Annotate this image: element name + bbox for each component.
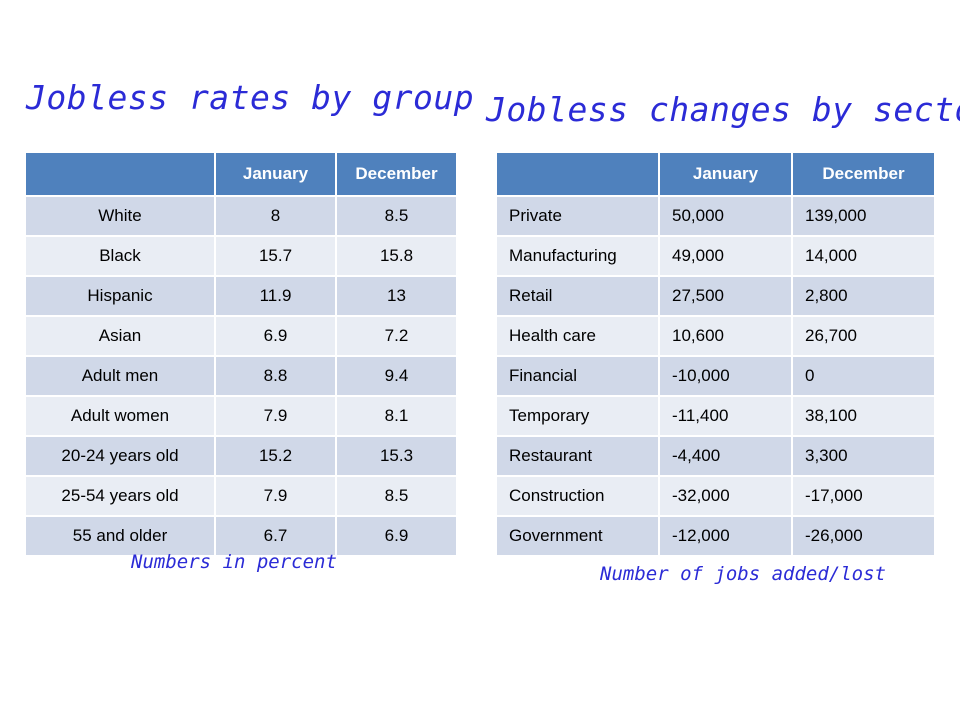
table-header-row: January December — [24, 151, 458, 197]
january-cell: 7.9 — [214, 395, 337, 437]
january-cell: 27,500 — [658, 275, 793, 317]
group-cell: 55 and older — [24, 515, 216, 557]
group-cell: Adult men — [24, 355, 216, 397]
sector-cell: Government — [495, 515, 660, 557]
january-cell: -4,400 — [658, 435, 793, 477]
sector-cell: Retail — [495, 275, 660, 317]
december-cell: 2,800 — [791, 275, 936, 317]
header-cell — [495, 151, 660, 197]
group-cell: White — [24, 195, 216, 237]
table-row: 20-24 years old 15.2 15.3 — [24, 435, 458, 477]
jobless-rates-table: January December White 8 8.5 Black 15.7 15.8… — [24, 151, 458, 557]
table-row: Adult men 8.8 9.4 — [24, 355, 458, 397]
december-cell: 14,000 — [791, 235, 936, 277]
december-cell: 26,700 — [791, 315, 936, 357]
table-row: Restaurant -4,400 3,300 — [495, 435, 936, 477]
december-cell: 139,000 — [791, 195, 936, 237]
january-cell: 6.9 — [214, 315, 337, 357]
group-cell: 25-54 years old — [24, 475, 216, 517]
header-cell: January — [658, 151, 793, 197]
jobless-rates-title: Jobless rates by group — [26, 78, 475, 117]
rates-caption: Numbers in percent — [131, 551, 337, 573]
january-cell: -32,000 — [658, 475, 793, 517]
january-cell: 10,600 — [658, 315, 793, 357]
january-cell: 7.9 — [214, 475, 337, 517]
table-row: Asian 6.9 7.2 — [24, 315, 458, 357]
december-cell: 7.2 — [335, 315, 458, 357]
sector-cell: Health care — [495, 315, 660, 357]
december-cell: 8.5 — [335, 195, 458, 237]
group-cell: Black — [24, 235, 216, 277]
table-row: Hispanic 11.9 13 — [24, 275, 458, 317]
december-cell: 15.3 — [335, 435, 458, 477]
january-cell: 8.8 — [214, 355, 337, 397]
table-row: Financial -10,000 0 — [495, 355, 936, 397]
sector-cell: Restaurant — [495, 435, 660, 477]
table-row: Private 50,000 139,000 — [495, 195, 936, 237]
table-row: Black 15.7 15.8 — [24, 235, 458, 277]
december-cell: 8.1 — [335, 395, 458, 437]
january-cell: 6.7 — [214, 515, 337, 557]
table-row: Government -12,000 -26,000 — [495, 515, 936, 557]
table-row: Adult women 7.9 8.1 — [24, 395, 458, 437]
december-cell: 13 — [335, 275, 458, 317]
december-cell: 9.4 — [335, 355, 458, 397]
table-header-row: January December — [495, 151, 936, 197]
header-cell — [24, 151, 216, 197]
december-cell: 3,300 — [791, 435, 936, 477]
january-cell: 50,000 — [658, 195, 793, 237]
table-row: Construction -32,000 -17,000 — [495, 475, 936, 517]
sector-cell: Financial — [495, 355, 660, 397]
january-cell: 15.7 — [214, 235, 337, 277]
january-cell: -12,000 — [658, 515, 793, 557]
table-row: Temporary -11,400 38,100 — [495, 395, 936, 437]
table-row: Manufacturing 49,000 14,000 — [495, 235, 936, 277]
jobless-changes-title: Jobless changes by sector — [486, 90, 960, 129]
december-cell: 15.8 — [335, 235, 458, 277]
january-cell: -11,400 — [658, 395, 793, 437]
december-cell: 0 — [791, 355, 936, 397]
january-cell: 11.9 — [214, 275, 337, 317]
january-cell: -10,000 — [658, 355, 793, 397]
table-row: Retail 27,500 2,800 — [495, 275, 936, 317]
table-row: Health care 10,600 26,700 — [495, 315, 936, 357]
sector-cell: Temporary — [495, 395, 660, 437]
january-cell: 49,000 — [658, 235, 793, 277]
january-cell: 15.2 — [214, 435, 337, 477]
sector-cell: Private — [495, 195, 660, 237]
december-cell: 6.9 — [335, 515, 458, 557]
group-cell: Hispanic — [24, 275, 216, 317]
group-cell: Asian — [24, 315, 216, 357]
december-cell: -26,000 — [791, 515, 936, 557]
header-cell: January — [214, 151, 337, 197]
group-cell: Adult women — [24, 395, 216, 437]
table-row: 25-54 years old 7.9 8.5 — [24, 475, 458, 517]
table-row: 55 and older 6.7 6.9 — [24, 515, 458, 557]
sector-cell: Manufacturing — [495, 235, 660, 277]
group-cell: 20-24 years old — [24, 435, 216, 477]
jobless-changes-table: January December Private 50,000 139,000 Ma… — [495, 151, 936, 557]
december-cell: 38,100 — [791, 395, 936, 437]
december-cell: -17,000 — [791, 475, 936, 517]
sector-cell: Construction — [495, 475, 660, 517]
table-row: White 8 8.5 — [24, 195, 458, 237]
december-cell: 8.5 — [335, 475, 458, 517]
changes-caption: Number of jobs added/lost — [600, 563, 886, 585]
header-cell: December — [335, 151, 458, 197]
january-cell: 8 — [214, 195, 337, 237]
header-cell: December — [791, 151, 936, 197]
